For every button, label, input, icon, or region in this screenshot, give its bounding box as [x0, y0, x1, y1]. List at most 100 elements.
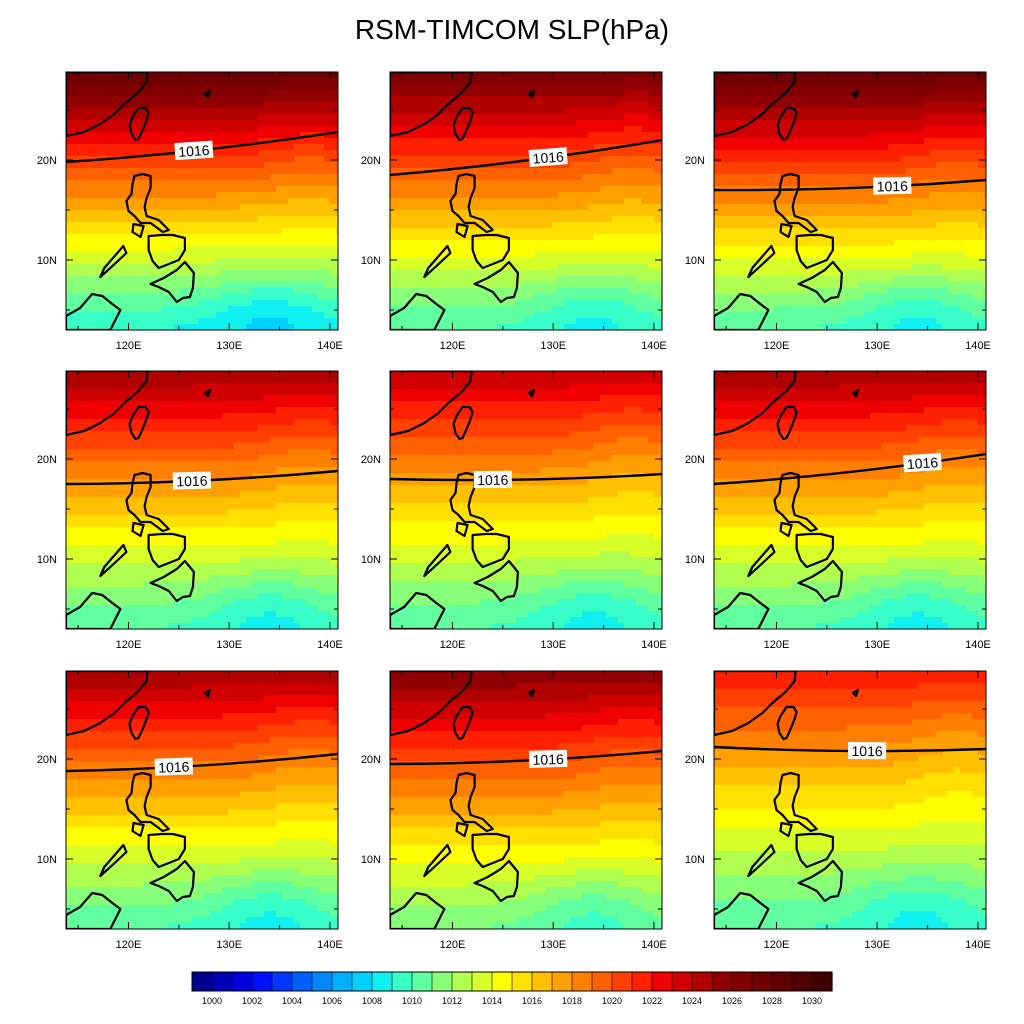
contour-label: 1016	[473, 470, 512, 489]
y-tick-label: 20N	[37, 754, 57, 766]
x-axis: 120E 130E 140E	[77, 72, 343, 352]
colorbar-label: 1004	[282, 996, 302, 1006]
y-axis: 10N 20N	[37, 708, 338, 910]
map-panel-2: 1016 120E 130E 140E 10N 20N	[361, 71, 667, 352]
slp-field	[66, 371, 338, 629]
x-tick-label: 130E	[540, 340, 566, 352]
coastline-okinawa	[851, 688, 860, 698]
colorbar-swatch	[331, 971, 353, 992]
y-tick-label: 10N	[37, 854, 57, 866]
contour-label-text: 1016	[851, 743, 882, 759]
colorbar-label: 1012	[442, 996, 462, 1006]
coastline-visayas	[147, 532, 186, 569]
colorbar-label: 1020	[602, 996, 622, 1006]
panel-frame	[389, 670, 663, 930]
x-tick-label: 140E	[641, 340, 667, 352]
contour-1016	[714, 452, 986, 486]
x-tick-label: 120E	[764, 939, 790, 951]
contour-label-text: 1016	[532, 148, 564, 166]
map-panel-9: 1016 120E 130E 140E 10N 20N	[685, 670, 991, 951]
y-tick-label: 20N	[37, 454, 57, 466]
coastline-luzon	[449, 172, 494, 234]
contour-label-text: 1016	[176, 473, 208, 490]
colorbar-swatch	[491, 971, 513, 992]
figure-title: RSM-TIMCOM SLP(hPa)	[354, 14, 670, 45]
coastline-mindanao	[149, 559, 195, 603]
coastline-palawan	[423, 843, 452, 878]
y-tick-label: 20N	[685, 454, 705, 466]
coastline-luzon	[125, 172, 170, 234]
x-axis: 120E 130E 140E	[401, 671, 667, 951]
colorbar-swatch	[511, 971, 533, 992]
colorbar-swatch	[471, 971, 493, 992]
panel-frame	[713, 370, 987, 630]
colorbar-swatch	[711, 971, 733, 992]
coastline-luzon	[125, 471, 170, 533]
y-tick-label: 10N	[685, 554, 705, 566]
coastline-mindoro	[455, 222, 469, 239]
contour-label: 1016	[528, 749, 568, 768]
colorbar-label: 1000	[202, 996, 222, 1006]
y-tick-label: 10N	[37, 554, 57, 566]
coastline-visayas	[147, 832, 186, 869]
colorbar-swatch	[811, 971, 833, 992]
x-axis: 120E 130E 140E	[77, 371, 343, 651]
x-tick-label: 140E	[965, 340, 991, 352]
x-tick-label: 130E	[216, 639, 242, 651]
coastline-borneo	[714, 891, 770, 929]
contour-label-text: 1016	[178, 142, 210, 160]
x-axis: 120E 130E 140E	[725, 72, 991, 352]
coastline-taiwan	[452, 705, 474, 741]
x-tick-label: 120E	[440, 639, 466, 651]
colorbar-swatch	[751, 971, 773, 992]
coastline-visayas	[471, 532, 510, 569]
colorbar-label: 1022	[642, 996, 662, 1006]
colorbar-swatch	[311, 971, 333, 992]
y-axis: 10N 20N	[361, 408, 662, 610]
y-tick-label: 10N	[685, 255, 705, 267]
contour-label-text: 1016	[906, 454, 938, 472]
coastline-palawan	[99, 244, 128, 279]
x-tick-label: 140E	[641, 639, 667, 651]
coastline-okinawa	[851, 89, 860, 99]
slp-field	[66, 671, 338, 929]
colorbar-swatch	[411, 971, 433, 992]
y-axis: 10N 20N	[37, 408, 338, 610]
coastline-luzon	[773, 172, 818, 234]
coastline-okinawa	[203, 388, 212, 398]
coastline-china	[66, 671, 149, 737]
contour-label-text: 1016	[877, 178, 909, 195]
panel-frame	[65, 670, 339, 930]
coastline-china	[390, 671, 473, 737]
x-tick-label: 120E	[440, 340, 466, 352]
colorbar-swatch	[651, 971, 673, 992]
colorbar-swatch	[291, 971, 313, 992]
coastline-mindanao	[473, 859, 519, 903]
coastline-taiwan	[776, 405, 798, 441]
coastline-china	[390, 72, 473, 138]
coastline-palawan	[747, 543, 776, 578]
coastline-taiwan	[452, 405, 474, 441]
x-tick-label: 140E	[317, 639, 343, 651]
colorbar-swatch	[611, 971, 633, 992]
colorbar-swatch	[371, 971, 393, 992]
coastline-borneo	[66, 891, 122, 929]
slp-field	[714, 371, 986, 629]
x-tick-label: 140E	[317, 939, 343, 951]
coastline-mindoro	[131, 222, 145, 239]
contour-label: 1016	[902, 452, 942, 473]
x-tick-label: 140E	[965, 639, 991, 651]
y-axis: 10N 20N	[685, 408, 986, 610]
y-tick-label: 20N	[361, 155, 381, 167]
coastline-borneo	[714, 292, 770, 330]
colorbar-label: 1006	[322, 996, 342, 1006]
coastline-taiwan	[452, 106, 474, 142]
map-panel-8: 1016 120E 130E 140E 10N 20N	[361, 670, 667, 951]
colorbar-label: 1010	[402, 996, 422, 1006]
coastline-palawan	[99, 843, 128, 878]
contour-1016	[390, 749, 662, 766]
coastline-borneo	[714, 591, 770, 629]
x-tick-label: 120E	[116, 939, 142, 951]
colorbar-swatch	[791, 971, 813, 992]
